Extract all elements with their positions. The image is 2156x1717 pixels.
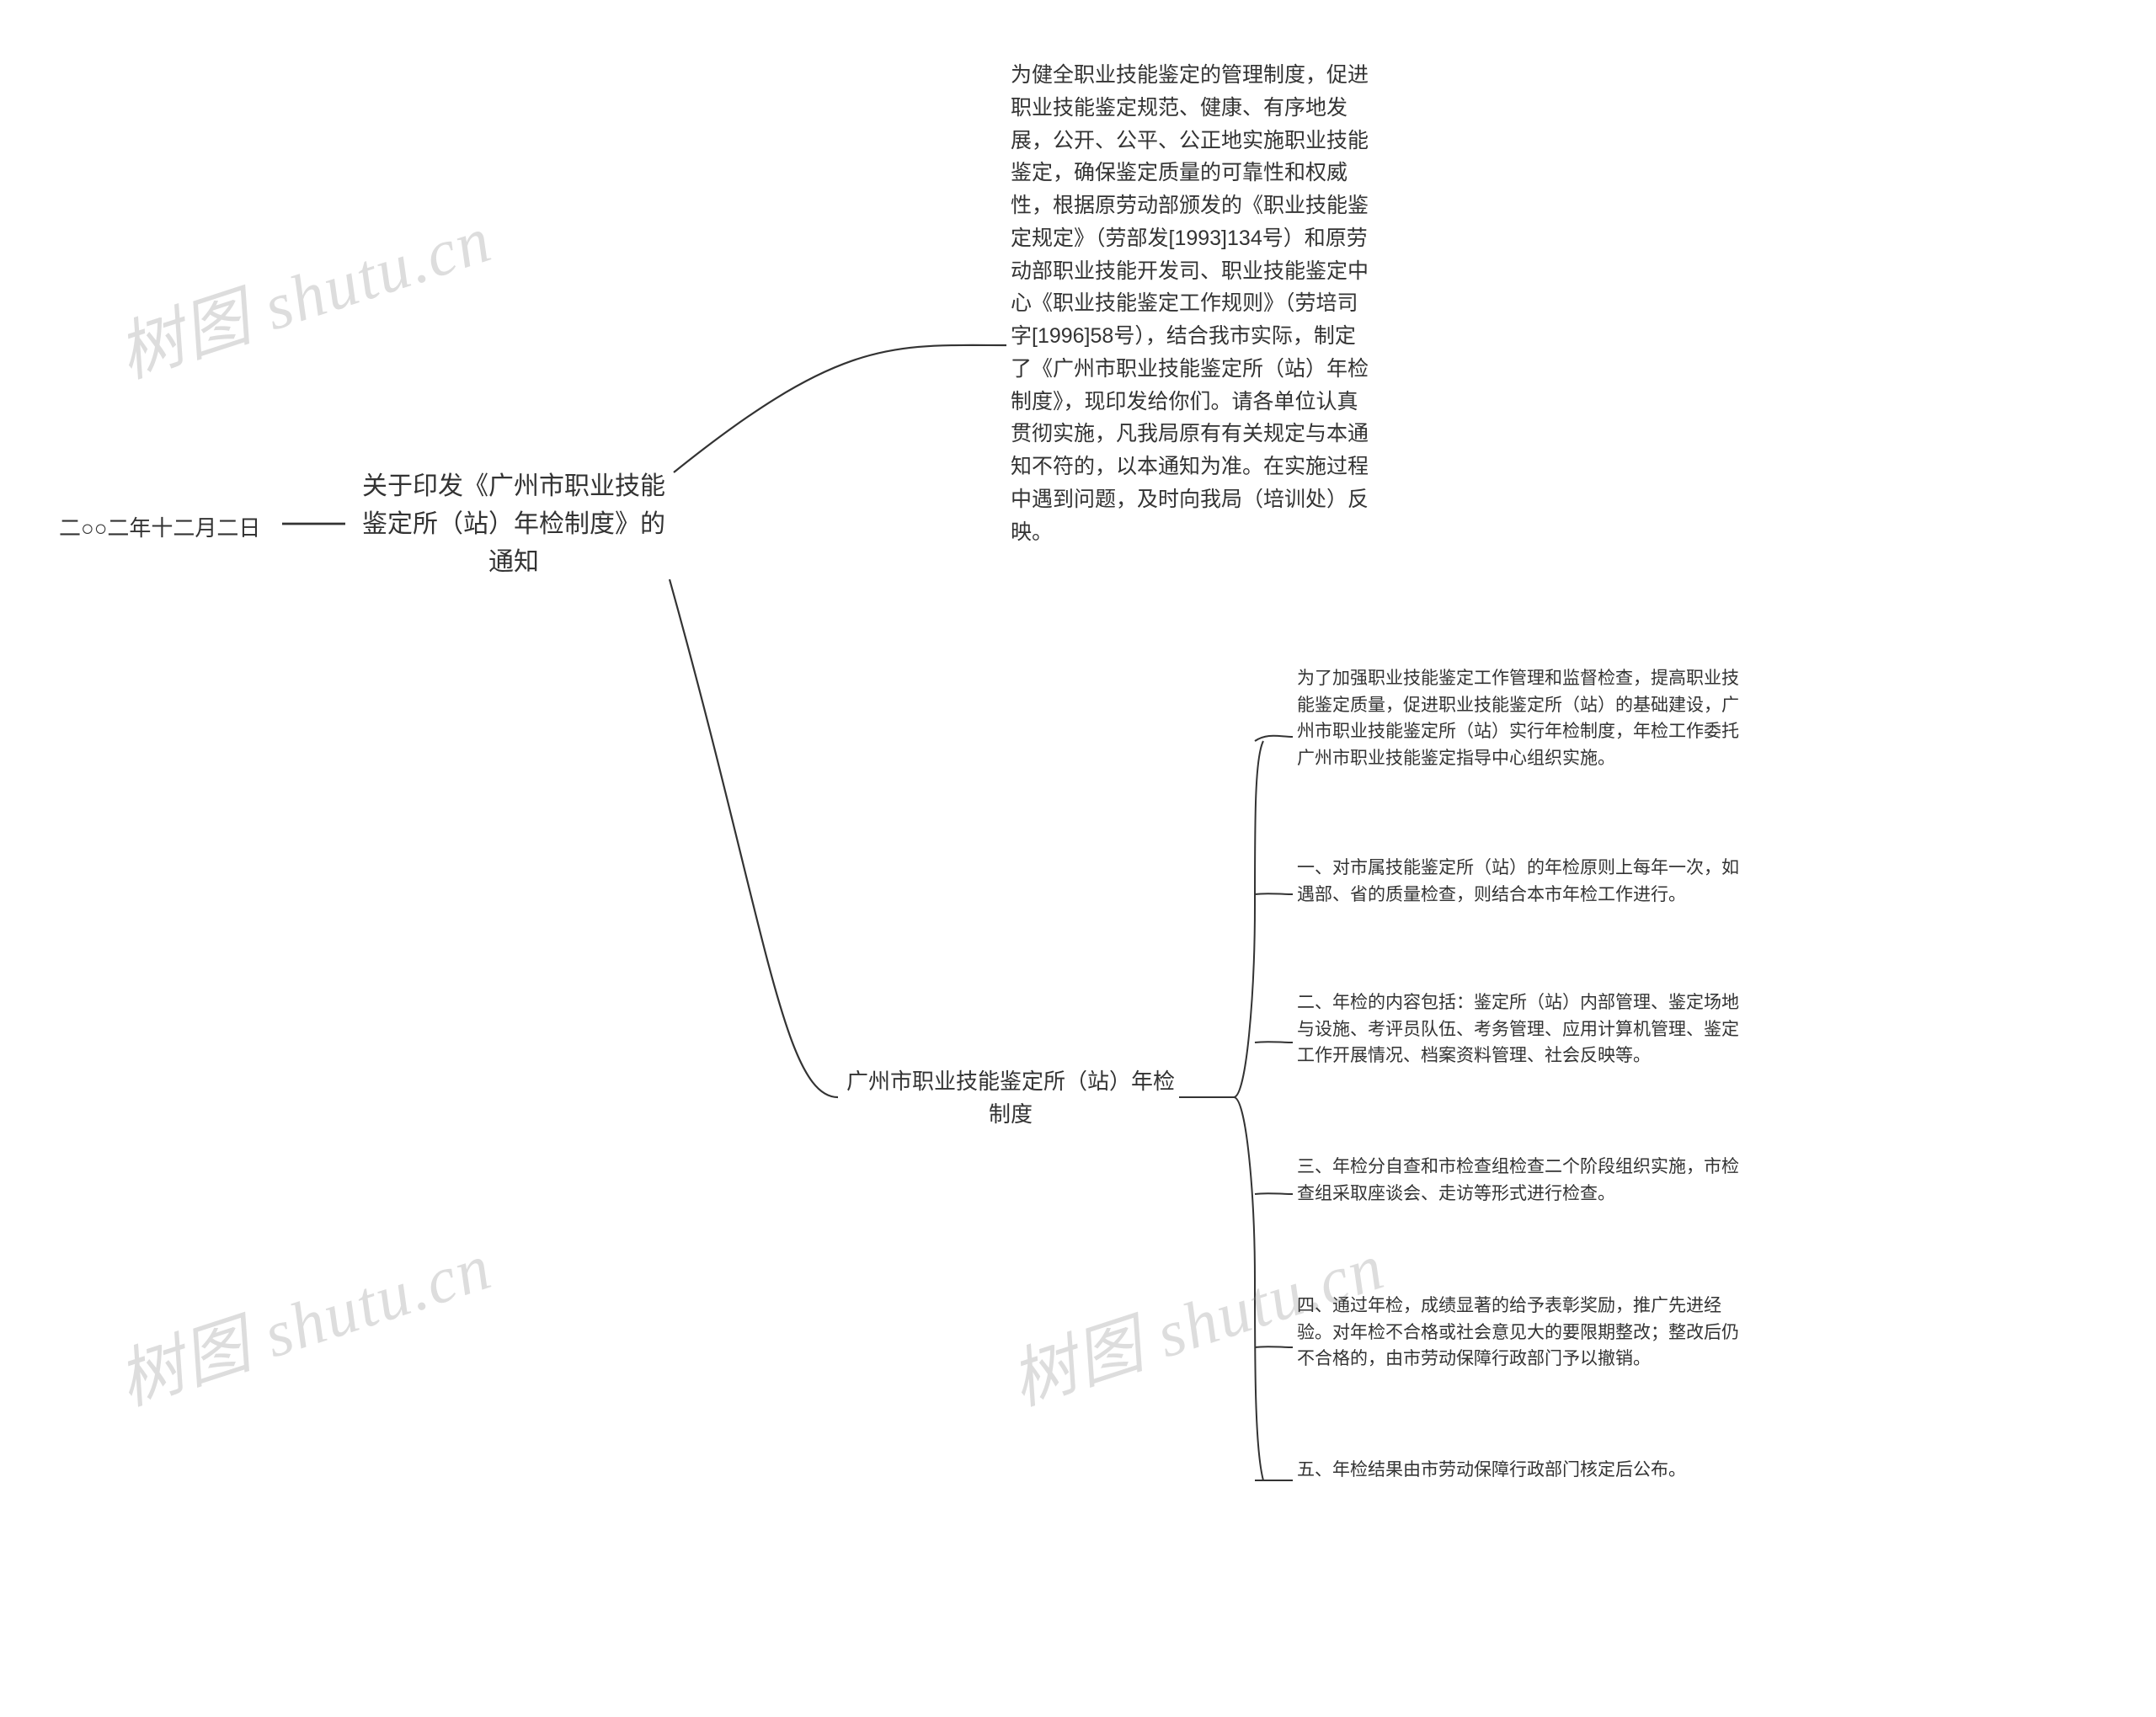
central-node: 关于印发《广州市职业技能鉴定所（站）年检制度》的通知: [354, 467, 674, 581]
watermark: 树图 shutu.cn: [104, 1214, 502, 1424]
system-section-label: 广州市职业技能鉴定所（站）年检制度: [842, 1065, 1179, 1131]
date-node: 二○○二年十二月二日: [59, 511, 260, 542]
system-child-0: 为了加强职业技能鉴定工作管理和监督检查，提高职业技能鉴定质量，促进职业技能鉴定所…: [1297, 665, 1743, 771]
system-child-2: 二、年检的内容包括：鉴定所（站）内部管理、鉴定场地与设施、考评员队伍、考务管理、…: [1297, 989, 1743, 1069]
system-child-3: 三、年检分自查和市检查组检查二个阶段组织实施，市检查组采取座谈会、走访等形式进行…: [1297, 1154, 1743, 1207]
watermark: 树图 shutu.cn: [104, 187, 502, 397]
system-child-4: 四、通过年检，成绩显著的给予表彰奖励，推广先进经验。对年检不合格或社会意见大的要…: [1297, 1293, 1743, 1373]
intro-paragraph: 为健全职业技能鉴定的管理制度，促进职业技能鉴定规范、健康、有序地发展，公开、公平…: [1011, 59, 1373, 548]
system-child-1: 一、对市属技能鉴定所（站）的年检原则上每年一次，如遇部、省的质量检查，则结合本市…: [1297, 855, 1743, 908]
system-child-5: 五、年检结果由市劳动保障行政部门核定后公布。: [1297, 1457, 1743, 1484]
